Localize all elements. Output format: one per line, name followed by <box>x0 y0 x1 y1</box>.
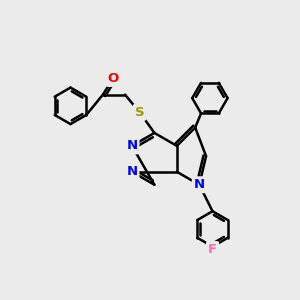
Text: N: N <box>126 140 137 152</box>
Text: S: S <box>135 106 145 119</box>
Text: N: N <box>126 165 137 178</box>
Text: O: O <box>108 72 119 85</box>
Text: F: F <box>208 243 217 256</box>
Text: N: N <box>194 178 205 191</box>
